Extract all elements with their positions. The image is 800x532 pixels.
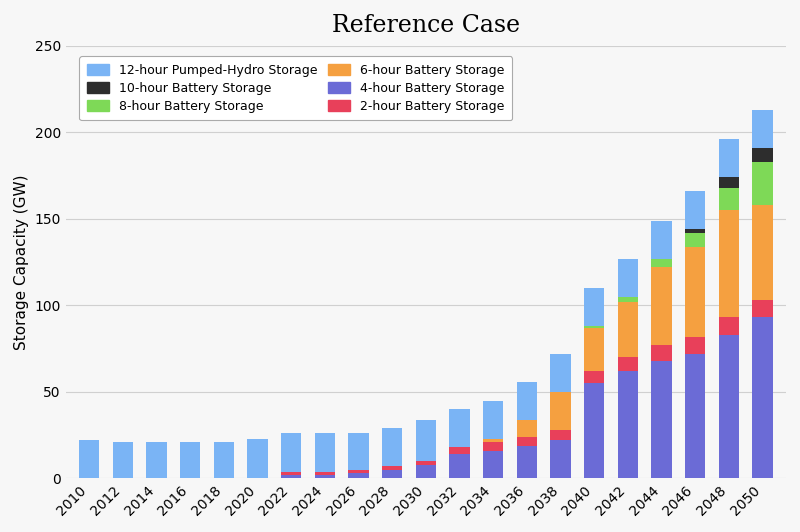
Bar bbox=[483, 442, 503, 451]
Bar bbox=[113, 442, 133, 478]
Bar bbox=[718, 210, 739, 318]
Bar bbox=[450, 447, 470, 454]
Bar bbox=[685, 191, 706, 229]
Bar bbox=[685, 246, 706, 337]
Bar bbox=[753, 205, 773, 300]
Bar bbox=[416, 420, 436, 461]
Bar bbox=[550, 430, 570, 440]
Bar bbox=[618, 297, 638, 302]
Bar bbox=[584, 371, 604, 383]
Bar bbox=[550, 392, 570, 430]
Bar bbox=[753, 318, 773, 478]
Bar bbox=[146, 442, 166, 478]
Bar bbox=[281, 471, 302, 475]
Bar bbox=[517, 445, 537, 478]
Bar bbox=[618, 302, 638, 358]
Bar bbox=[718, 318, 739, 335]
Bar bbox=[753, 110, 773, 148]
Bar bbox=[349, 473, 369, 478]
Bar bbox=[180, 442, 200, 478]
Bar bbox=[584, 328, 604, 371]
Bar bbox=[718, 139, 739, 177]
Bar bbox=[550, 440, 570, 478]
Bar bbox=[483, 438, 503, 442]
Bar bbox=[416, 464, 436, 478]
Bar bbox=[651, 267, 672, 345]
Bar bbox=[382, 428, 402, 467]
Bar bbox=[349, 434, 369, 470]
Bar bbox=[685, 229, 706, 232]
Legend: 12-hour Pumped-Hydro Storage, 10-hour Battery Storage, 8-hour Battery Storage, 6: 12-hour Pumped-Hydro Storage, 10-hour Ba… bbox=[79, 56, 512, 120]
Bar bbox=[349, 470, 369, 473]
Bar bbox=[618, 371, 638, 478]
Bar bbox=[718, 177, 739, 188]
Bar bbox=[753, 148, 773, 162]
Bar bbox=[685, 354, 706, 478]
Bar bbox=[618, 358, 638, 371]
Bar bbox=[718, 335, 739, 478]
Bar bbox=[281, 475, 302, 478]
Bar bbox=[450, 409, 470, 447]
Bar bbox=[685, 337, 706, 354]
Title: Reference Case: Reference Case bbox=[332, 14, 520, 37]
Bar bbox=[315, 475, 335, 478]
Bar bbox=[382, 470, 402, 478]
Bar bbox=[247, 438, 268, 478]
Bar bbox=[450, 454, 470, 478]
Bar bbox=[651, 221, 672, 259]
Bar bbox=[651, 259, 672, 267]
Bar bbox=[584, 288, 604, 326]
Bar bbox=[517, 381, 537, 420]
Bar bbox=[753, 162, 773, 205]
Bar bbox=[718, 188, 739, 210]
Bar bbox=[685, 232, 706, 246]
Bar bbox=[483, 401, 503, 438]
Bar bbox=[651, 345, 672, 361]
Bar bbox=[79, 440, 99, 478]
Bar bbox=[315, 434, 335, 471]
Bar bbox=[753, 300, 773, 318]
Y-axis label: Storage Capacity (GW): Storage Capacity (GW) bbox=[14, 174, 29, 350]
Bar bbox=[483, 451, 503, 478]
Bar bbox=[584, 383, 604, 478]
Bar bbox=[517, 420, 537, 437]
Bar bbox=[651, 361, 672, 478]
Bar bbox=[416, 461, 436, 464]
Bar bbox=[550, 354, 570, 392]
Bar bbox=[315, 471, 335, 475]
Bar bbox=[382, 467, 402, 470]
Bar bbox=[214, 442, 234, 478]
Bar bbox=[281, 434, 302, 471]
Bar bbox=[618, 259, 638, 297]
Bar bbox=[584, 326, 604, 328]
Bar bbox=[517, 437, 537, 445]
